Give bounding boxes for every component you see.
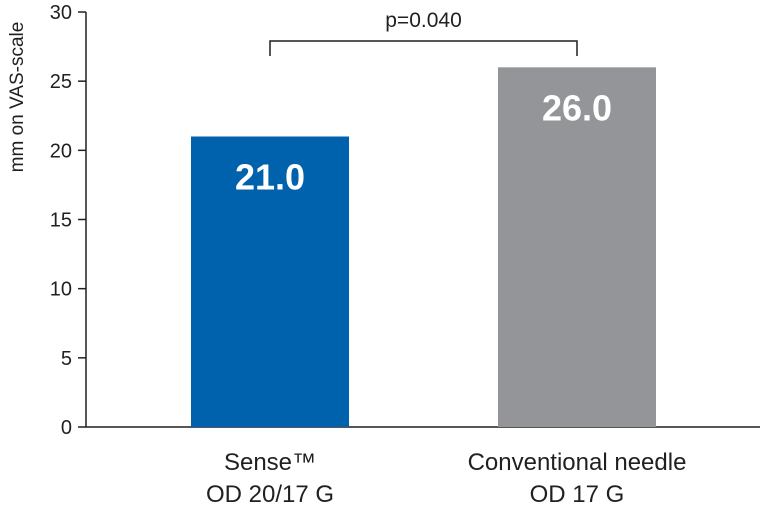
bar xyxy=(191,136,349,427)
x-category-label: Sense™ xyxy=(224,449,316,476)
x-category-label: OD 20/17 G xyxy=(206,481,334,508)
y-tick-label: 25 xyxy=(50,71,72,93)
y-tick-label: 30 xyxy=(50,2,72,24)
y-axis-title: mm on VAS-scale xyxy=(7,22,28,173)
plot-area: 0 5 10 15 20 25 30 21.0 Sense™ OD 20/17 G 26.0 Conv… xyxy=(50,2,760,508)
bar-value-label: 26.0 xyxy=(542,87,612,128)
y-tick-label: 0 xyxy=(61,417,72,439)
y-tick-label: 20 xyxy=(50,140,72,162)
significance-label: p=0.040 xyxy=(385,9,462,32)
bar xyxy=(498,67,656,427)
y-tick-label: 5 xyxy=(61,348,72,370)
bar-value-label: 21.0 xyxy=(235,157,305,198)
y-tick-label: 10 xyxy=(50,279,72,301)
y-tick-label: 15 xyxy=(50,210,72,232)
significance-bracket xyxy=(269,40,578,56)
x-category-label: OD 17 G xyxy=(530,481,625,508)
x-category-label: Conventional needle xyxy=(468,449,687,476)
